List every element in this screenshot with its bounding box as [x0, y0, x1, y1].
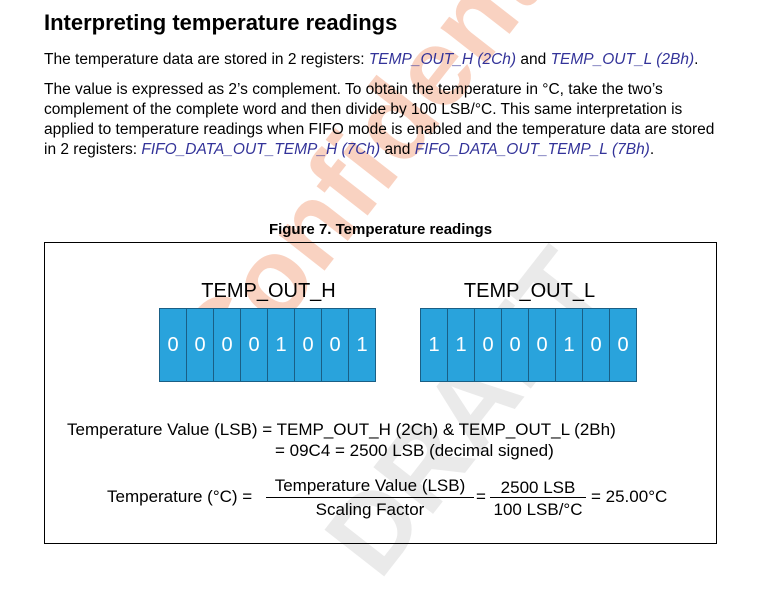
bit: 0	[214, 309, 241, 381]
bit: 1	[349, 309, 375, 381]
numerator: 2500 LSB	[500, 478, 576, 497]
text: and	[516, 51, 551, 68]
formula-left: Temperature (°C) =	[107, 487, 253, 506]
bit: 0	[583, 309, 610, 381]
register-name: TEMP_OUT_L	[463, 280, 596, 302]
bit: 1	[448, 309, 475, 381]
bit: 0	[187, 309, 214, 381]
bit: 0	[241, 309, 268, 381]
equals: =	[476, 487, 486, 506]
register-link: TEMP_OUT_L (2Bh)	[550, 51, 695, 68]
paragraph: The temperature data are stored in 2 reg…	[44, 50, 716, 70]
bit: 0	[502, 309, 529, 381]
text: .	[649, 141, 655, 158]
bit: 1	[556, 309, 583, 381]
denominator: 100 LSB/°C	[493, 500, 583, 519]
bit: 0	[529, 309, 556, 381]
text: The value is expressed as 2’s complement…	[44, 81, 715, 158]
register-link: TEMP_OUT_H (2Ch)	[368, 51, 517, 68]
equation: Temperature Value (LSB) = TEMP_OUT_H (2C…	[67, 420, 616, 439]
register-name: TEMP_OUT_H	[201, 280, 336, 302]
figure-frame	[44, 242, 717, 544]
numerator: Temperature Value (LSB)	[274, 476, 466, 495]
equation: = 09C4 = 2500 LSB (decimal signed)	[275, 441, 554, 460]
register-link: FIFO_DATA_OUT_TEMP_H (7Ch)	[141, 141, 381, 158]
text: .	[694, 51, 699, 68]
heading: Interpreting temperature readings	[44, 10, 398, 35]
fraction-bar	[266, 497, 474, 498]
paragraph: The value is expressed as 2’s complement…	[44, 80, 716, 160]
denominator: Scaling Factor	[315, 500, 425, 519]
bit: 0	[160, 309, 187, 381]
page: Confidential DRAFT Interpreting temperat…	[44, 0, 717, 597]
text: The temperature data are stored in 2 reg…	[44, 51, 369, 68]
figure-caption: Figure 7. Temperature readings	[268, 221, 493, 238]
text: and	[380, 141, 415, 158]
register-link: FIFO_DATA_OUT_TEMP_L (7Bh)	[414, 141, 650, 158]
bit: 1	[421, 309, 448, 381]
bit: 0	[322, 309, 349, 381]
bit: 0	[475, 309, 502, 381]
result: = 25.00°C	[591, 487, 668, 506]
bit: 1	[268, 309, 295, 381]
bit: 0	[295, 309, 322, 381]
fraction-bar	[490, 497, 586, 498]
bit: 0	[610, 309, 636, 381]
body-text: The temperature data are stored in 2 reg…	[44, 50, 716, 170]
